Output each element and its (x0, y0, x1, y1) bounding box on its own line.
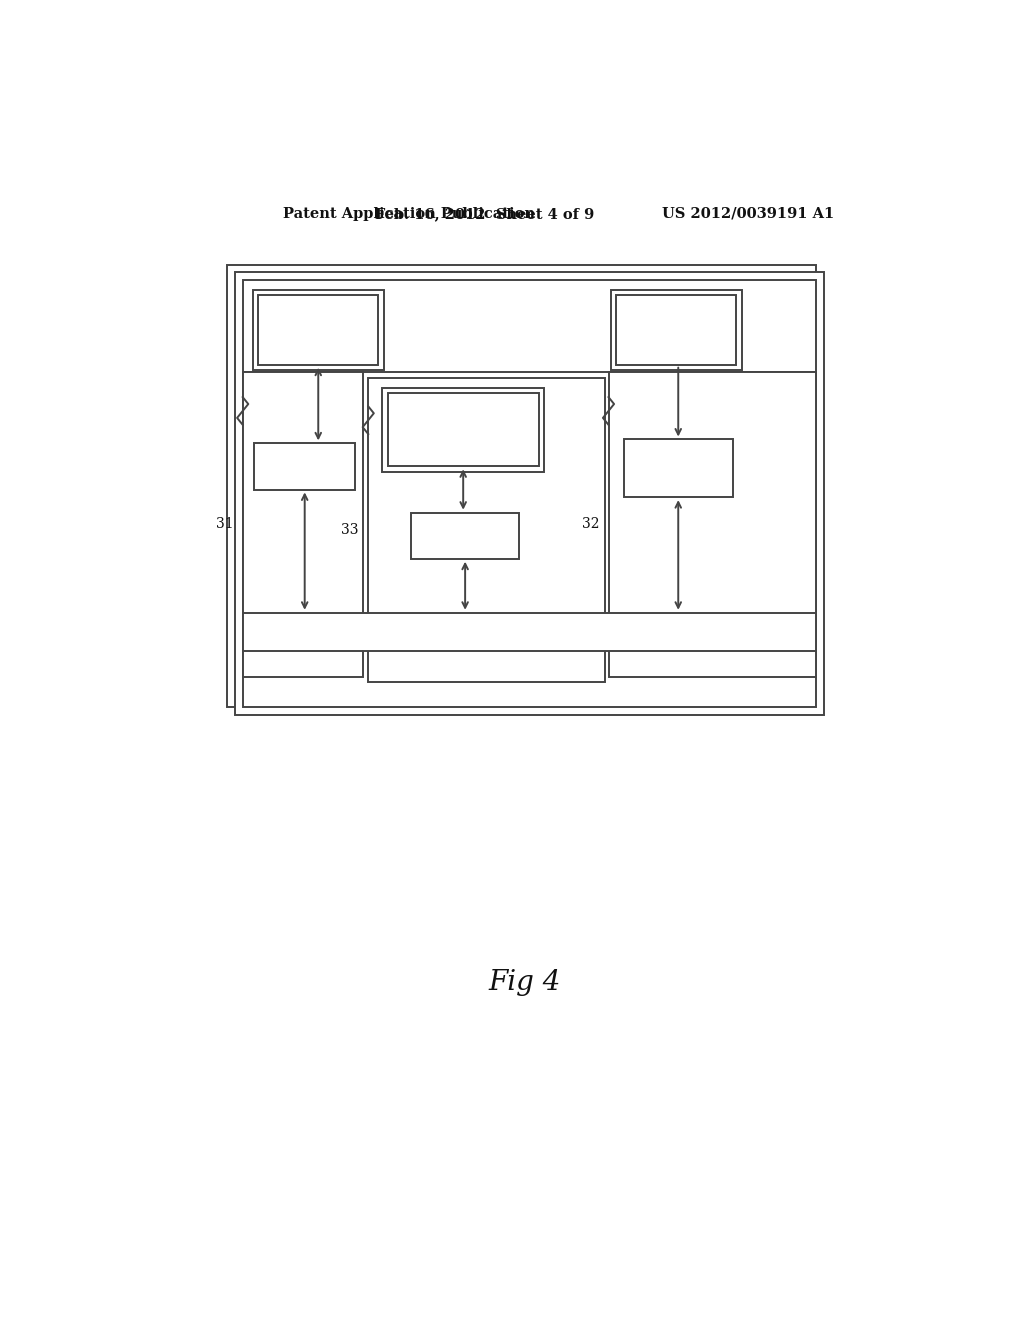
Bar (388, 393, 539, 466)
Bar (382, 388, 544, 471)
Text: Feb. 16, 2012  Sheet 4 of 9: Feb. 16, 2012 Sheet 4 of 9 (375, 207, 594, 220)
Bar (616, 296, 736, 364)
Bar (624, 440, 732, 498)
Text: Signalling: Signalling (427, 529, 503, 543)
Bar (243, 280, 816, 708)
Text: 32: 32 (582, 517, 599, 531)
Bar (411, 512, 519, 558)
Text: Fig 4: Fig 4 (488, 969, 561, 995)
Bar (611, 290, 741, 370)
Bar (243, 372, 362, 677)
Text: 31: 31 (216, 517, 233, 531)
Bar (227, 264, 816, 708)
Text: Data
Streams: Data Streams (645, 315, 708, 346)
Text: Physical Bearer: Physical Bearer (465, 623, 594, 640)
Text: 33: 33 (341, 523, 359, 536)
Text: Signalling: Signalling (267, 459, 342, 474)
Text: US 2012/0039191 A1: US 2012/0039191 A1 (662, 207, 835, 220)
Text: Data
Bearers: Data Bearers (649, 453, 708, 483)
Text: Patent Application Publication: Patent Application Publication (283, 207, 535, 220)
Bar (234, 272, 824, 715)
Bar (608, 372, 816, 677)
Bar (243, 612, 816, 651)
Text: Application
Protocols: Application Protocols (421, 414, 506, 445)
Bar (253, 290, 384, 370)
Bar (258, 296, 378, 364)
Bar (369, 378, 604, 682)
Text: Application
Protocols: Application Protocols (276, 315, 360, 346)
Bar (254, 444, 355, 490)
